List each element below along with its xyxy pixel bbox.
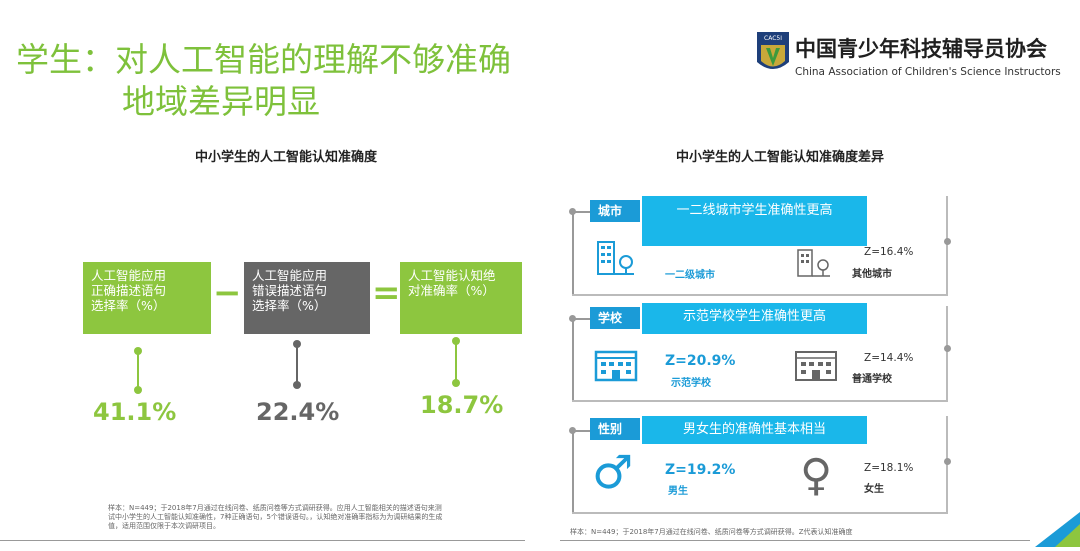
- page-title: 学生：对人工智能的理解不够准确: [16, 40, 511, 79]
- stem-top-dot-3: [452, 337, 460, 345]
- corner-decoration: [1035, 512, 1080, 551]
- city-panel: [572, 196, 948, 296]
- correct-rate-value: 41.1%: [93, 398, 177, 426]
- stem-1: [137, 352, 139, 390]
- school-connector: [572, 318, 592, 320]
- town-building-icon: [796, 248, 832, 282]
- city-right-value: Z=16.4%: [864, 246, 914, 258]
- right-chart-title: 中小学生的人工智能认知准确度差异: [676, 150, 885, 165]
- left-sample-note: 样本：N=449；于2018年7月通过在线问卷、纸质问卷等方式调研获得。应用人工…: [108, 504, 443, 530]
- org-logo: CAC5I: [757, 32, 789, 76]
- left-bottom-rule: [0, 540, 525, 541]
- school-dot-right: [944, 345, 951, 352]
- school-left-caption: 示范学校: [671, 378, 711, 389]
- org-name: 中国青少年科技辅导员协会: [795, 36, 1047, 61]
- city-building-icon: [596, 240, 636, 280]
- city-connector: [572, 211, 592, 213]
- school-right-value: Z=14.4%: [864, 352, 914, 364]
- gender-connector: [572, 430, 592, 432]
- city-tag: 城市: [590, 200, 640, 222]
- gender-dot-right: [944, 458, 951, 465]
- gender-connector-v: [572, 430, 574, 512]
- school-connector-v: [572, 318, 574, 400]
- minus-sign: −: [213, 273, 242, 313]
- right-bottom-rule: [560, 540, 1030, 541]
- gender-dot-left: [569, 427, 576, 434]
- stem-3: [455, 342, 457, 382]
- wrong-rate-value: 22.4%: [256, 398, 340, 426]
- org-name-en: China Association of Children's Science …: [795, 66, 1061, 78]
- absolute-rate-value: 18.7%: [420, 391, 504, 419]
- school-panel: [572, 306, 948, 402]
- stem-bottom-dot-3: [452, 379, 460, 387]
- model-school-icon: [594, 350, 638, 386]
- logo-lettering: CAC5I: [764, 35, 782, 42]
- school-banner: 示范学校学生准确性更高: [642, 303, 867, 334]
- gender-panel: [572, 416, 948, 514]
- page-subtitle: 地域差异明显: [122, 82, 320, 121]
- female-icon: ♀: [800, 450, 833, 501]
- city-dot-left: [569, 208, 576, 215]
- normal-school-icon: [794, 350, 838, 386]
- gender-left-value: Z=19.2%: [665, 462, 736, 478]
- gender-right-value: Z=18.1%: [864, 462, 914, 474]
- wrong-rate-box: 人工智能应用 错误描述语句 选择率（%）: [244, 262, 370, 334]
- school-right-caption: 普通学校: [852, 374, 892, 385]
- city-dot-right: [944, 238, 951, 245]
- stem-bottom-dot-2: [293, 381, 301, 389]
- city-right-caption: 其他城市: [852, 269, 892, 280]
- school-left-value: Z=20.9%: [665, 353, 736, 369]
- male-icon: ♂: [592, 445, 634, 499]
- right-sample-note: 样本：N=449；于2018年7月通过在线问卷、纸质问卷等方式调研获得。Z代表认…: [570, 528, 853, 536]
- stem-top-dot-1: [134, 347, 142, 355]
- city-left-caption: 一二级城市: [665, 270, 715, 281]
- equals-sign: =: [372, 273, 401, 313]
- correct-rate-box: 人工智能应用 正确描述语句 选择率（%）: [83, 262, 211, 334]
- school-dot-left: [569, 315, 576, 322]
- stem-top-dot-2: [293, 340, 301, 348]
- gender-right-caption: 女生: [864, 484, 884, 495]
- school-tag: 学校: [590, 307, 640, 329]
- city-connector-v: [572, 211, 574, 295]
- stem-2: [296, 345, 298, 385]
- absolute-rate-box: 人工智能认知绝 对准确率（%）: [400, 262, 522, 334]
- city-banner: 一二线城市学生准确性更高: [642, 196, 867, 246]
- stem-bottom-dot-1: [134, 386, 142, 394]
- gender-banner: 男女生的准确性基本相当: [642, 416, 867, 444]
- gender-left-caption: 男生: [668, 486, 688, 497]
- gender-tag: 性别: [590, 418, 640, 440]
- left-chart-title: 中小学生的人工智能认知准确度: [195, 150, 378, 165]
